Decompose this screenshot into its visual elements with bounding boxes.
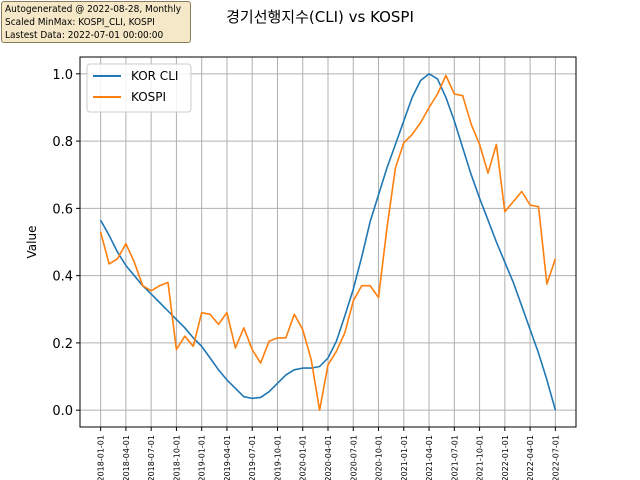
y-axis-ticks: 0.0 0.2 0.4 0.6 0.8 1.0: [52, 68, 80, 419]
legend-label-kor-cli: KOR CLI: [131, 69, 178, 83]
x-tick-label: 2021-07-01: [450, 435, 459, 480]
x-tick-label: 2020-07-01: [349, 435, 358, 480]
x-tick-label: 2020-10-01: [375, 435, 384, 480]
x-tick-label: 2022-01-01: [501, 435, 510, 480]
info-line-1: Autogenerated @ 2022-08-28, Monthly: [5, 4, 182, 15]
x-tick-label: 2020-01-01: [299, 435, 308, 480]
x-tick-label: 2021-10-01: [476, 435, 485, 480]
x-tick-label: 2021-01-01: [400, 435, 409, 480]
x-axis-ticks: 2018-01-01 2018-04-01 2018-07-01 2018-10-01…: [97, 427, 560, 480]
legend-label-kospi: KOSPI: [131, 90, 166, 104]
chart-title: 경기선행지수(CLI) vs KOSPI: [226, 8, 414, 26]
y-tick-label: 0.0: [52, 404, 73, 419]
info-line-2: Scaled MinMax: KOSPI_CLI, KOSPI: [5, 17, 155, 28]
plot-frame: [79, 56, 577, 428]
x-tick-label: 2022-04-01: [526, 435, 535, 480]
info-box: Autogenerated @ 2022-08-28, Monthly Scal…: [1, 1, 191, 43]
x-tick-label: 2019-04-01: [223, 435, 232, 480]
info-line-3: Lastest Data: 2022-07-01 00:00:00: [5, 30, 164, 41]
x-tick-label: 2018-01-01: [97, 435, 106, 480]
x-tick-label: 2018-04-01: [122, 435, 131, 480]
series-line-kospi: [99, 74, 557, 412]
y-axis-label: Value: [25, 226, 39, 259]
y-tick-label: 1.0: [52, 68, 73, 83]
legend: KOR CLI KOSPI: [86, 63, 192, 113]
y-tick-label: 0.2: [52, 337, 73, 352]
x-tick-label: 2019-10-01: [273, 435, 282, 480]
x-tick-label: 2022-07-01: [551, 435, 560, 480]
y-tick-label: 0.8: [52, 135, 73, 150]
x-tick-label: 2021-04-01: [425, 435, 434, 480]
x-tick-label: 2018-10-01: [172, 435, 181, 480]
series-lines: [99, 73, 557, 412]
y-tick-label: 0.4: [52, 270, 73, 285]
y-tick-label: 0.6: [52, 202, 73, 217]
series-line-kor-cli: [99, 73, 557, 411]
x-tick-label: 2018-07-01: [147, 435, 156, 480]
x-tick-label: 2019-01-01: [198, 435, 207, 480]
x-tick-label: 2020-04-01: [324, 435, 333, 480]
x-tick-label: 2019-07-01: [248, 435, 257, 480]
